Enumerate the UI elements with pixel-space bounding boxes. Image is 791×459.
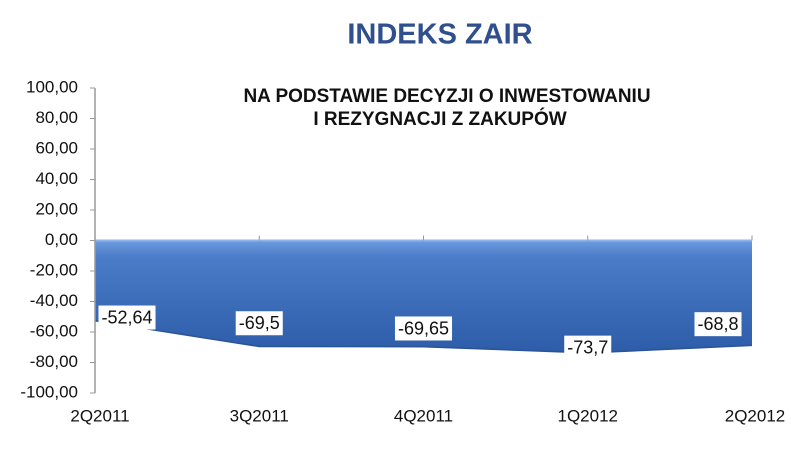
data-label-box bbox=[235, 311, 283, 336]
x-tick-label: 1Q2012 bbox=[558, 406, 619, 425]
data-label-box bbox=[394, 316, 453, 341]
y-tick-label: -60,00 bbox=[30, 321, 78, 340]
area-edge bbox=[94, 320, 753, 354]
y-tick-label: -80,00 bbox=[30, 352, 78, 371]
y-tick-label: 60,00 bbox=[35, 138, 78, 157]
chart-subtitle: I REZYGNACJI Z ZAKUPÓW bbox=[313, 108, 566, 130]
x-tick-label: 4Q2011 bbox=[394, 406, 453, 425]
x-tick-label: 2Q2012 bbox=[725, 406, 786, 425]
y-tick-label: 20,00 bbox=[35, 199, 78, 218]
y-tick-label: -20,00 bbox=[30, 260, 78, 279]
data-label: -69,65 bbox=[398, 318, 449, 338]
data-label: -68,8 bbox=[697, 314, 738, 334]
chart-subtitle: NA PODSTAWIE DECYZJI O INWESTOWANIU bbox=[243, 86, 650, 107]
y-tick-label: 100,00 bbox=[26, 77, 78, 96]
data-label-box bbox=[694, 312, 742, 337]
y-tick-label: 0,00 bbox=[45, 230, 78, 249]
y-tick-label: -100,00 bbox=[20, 382, 78, 401]
x-tick-label: 2Q2011 bbox=[70, 406, 129, 425]
data-label: -52,64 bbox=[101, 308, 152, 328]
data-label: -69,5 bbox=[239, 313, 280, 333]
data-label-box bbox=[564, 335, 612, 360]
data-label-box bbox=[98, 305, 156, 330]
y-tick-label: 40,00 bbox=[35, 169, 78, 188]
y-tick-label: -40,00 bbox=[30, 291, 78, 310]
chart-title: INDEKS ZAIR bbox=[347, 19, 532, 51]
y-tick-label: 80,00 bbox=[35, 108, 78, 127]
x-tick-label: 3Q2011 bbox=[230, 406, 289, 425]
data-label: -73,7 bbox=[567, 338, 608, 358]
